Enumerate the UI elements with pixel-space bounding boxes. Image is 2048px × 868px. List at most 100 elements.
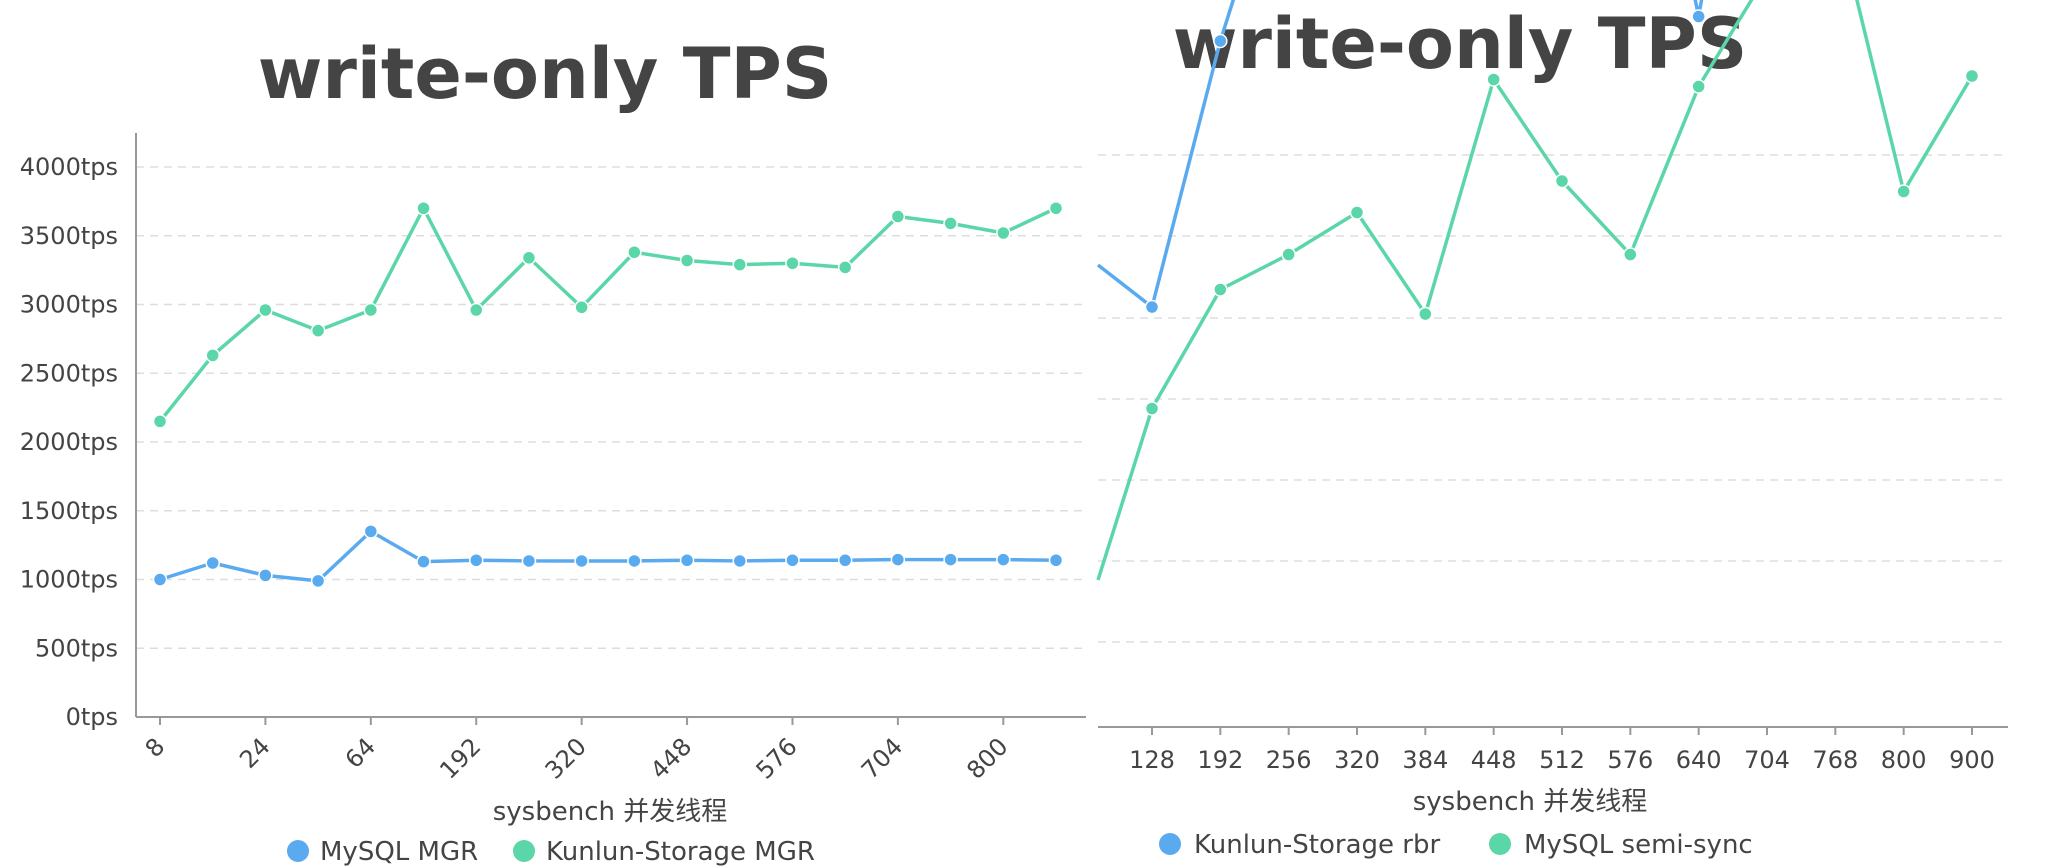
left-series-1-point (943, 216, 958, 231)
left-x-axis-label: sysbench 并发线程 (493, 797, 728, 827)
left-series-0-point (152, 572, 168, 587)
left-series-1-point (521, 250, 537, 265)
right-x-tick-label: 128 (1129, 746, 1175, 774)
right-x-tick-label: 448 (1471, 746, 1517, 774)
left-x-tick-label: 576 (751, 732, 803, 784)
left-series-0-point (732, 553, 748, 569)
left-series-0-point (679, 553, 695, 568)
right-x-axis-label: sysbench 并发线程 (1413, 787, 1648, 817)
right-legend: Kunlun-Storage rbr MySQL semi-sync (1159, 830, 1753, 860)
left-series-0-point (574, 553, 589, 569)
right-chart: write-only TPS 128 192 256 320 384 448 512 576 6… (1096, 0, 2008, 860)
right-x-tick-label: 192 (1197, 746, 1243, 774)
right-x-tick-label: 512 (1539, 746, 1585, 774)
left-series-1-point (890, 209, 906, 224)
left-series-1-point (416, 201, 431, 216)
left-x-tick-label: 24 (234, 732, 275, 773)
left-legend-swatch-0 (287, 840, 309, 862)
right-legend-swatch-1 (1489, 833, 1511, 855)
right-series-1-point (1554, 173, 1570, 189)
right-x-tick-label: 320 (1334, 746, 1380, 774)
left-y-tick-label: 0tps (66, 703, 118, 731)
left-series-1-point (785, 256, 800, 271)
right-series-0-point (1213, 33, 1228, 49)
left-chart-title: write-only TPS (258, 33, 833, 115)
left-series-0-point (363, 524, 379, 539)
right-x-tick-label: 800 (1881, 746, 1927, 774)
left-series-1-point (468, 302, 484, 318)
right-x-tick-label: 256 (1266, 746, 1312, 774)
left-x-axis-ticks: 8 24 64 192 320 448 576 704 800 (140, 717, 1014, 785)
right-legend-label-1: MySQL semi-sync (1524, 830, 1753, 860)
right-series-line-1 (1096, 0, 1974, 581)
left-legend-swatch-1 (513, 840, 535, 862)
right-x-tick-label: 640 (1676, 746, 1722, 774)
left-legend-label-0: MySQL MGR (320, 837, 478, 867)
left-series-0-point (416, 554, 431, 569)
left-series-0-point (205, 555, 220, 571)
right-x-tick-label: 384 (1402, 746, 1448, 774)
right-x-tick-label: 576 (1607, 746, 1653, 774)
left-series-1-point (574, 300, 589, 315)
right-series-1-point (1349, 205, 1365, 220)
left-x-tick-label: 704 (856, 732, 908, 784)
right-x-tick-label: 900 (1949, 746, 1995, 774)
left-series-0-point (310, 573, 326, 589)
left-legend: MySQL MGR Kunlun-Storage MGR (287, 837, 815, 867)
left-series-1-point (732, 257, 748, 272)
left-series-0-point (785, 553, 800, 568)
left-series-line-1 (158, 206, 1057, 423)
right-series-1-point (1418, 306, 1433, 322)
left-series-0-point (890, 552, 906, 567)
left-series-0-point (521, 553, 537, 569)
left-series-0-point (943, 552, 958, 567)
left-x-tick-label: 8 (140, 732, 171, 763)
left-y-tick-label: 3000tps (20, 291, 118, 319)
left-series (152, 201, 1064, 589)
right-legend-label-0: Kunlun-Storage rbr (1194, 830, 1440, 860)
left-y-tick-label: 2500tps (20, 359, 118, 387)
left-x-tick-label: 448 (645, 732, 697, 784)
left-series-1-point (996, 225, 1011, 241)
left-x-tick-label: 800 (961, 732, 1013, 784)
left-series-1-point (205, 348, 220, 363)
left-series-1-point (152, 414, 168, 429)
left-y-tick-label: 3500tps (20, 222, 118, 250)
right-series-1-point (1281, 247, 1296, 262)
left-series-1-point (1048, 201, 1064, 216)
left-y-tick-label: 500tps (35, 634, 118, 662)
left-series-1-point (837, 260, 853, 275)
right-x-tick-label: 704 (1744, 746, 1790, 774)
right-chart-title: write-only TPS (1173, 3, 1748, 85)
right-series-1-point (1691, 79, 1706, 94)
left-series-1-point (679, 253, 695, 268)
left-chart: write-only TPS 0tps 500tps 1000tps 1500tps 2… (20, 33, 1086, 867)
left-y-tick-label: 1000tps (20, 566, 118, 594)
right-series-1-point (1896, 184, 1911, 199)
left-series-0-point (1048, 553, 1064, 568)
left-series-1-point (310, 323, 326, 338)
left-series-1-point (627, 245, 642, 260)
right-series-1-point (1213, 282, 1228, 297)
right-legend-swatch-0 (1159, 833, 1181, 855)
right-series-0-point (1144, 299, 1160, 315)
left-legend-label-1: Kunlun-Storage MGR (546, 837, 815, 867)
left-series-0-point (627, 553, 642, 569)
left-series-0-point (996, 552, 1011, 567)
right-series-1-point (1964, 68, 1980, 84)
left-x-tick-label: 320 (540, 732, 592, 784)
right-series-1-point (1623, 247, 1638, 262)
right-x-tick-label: 768 (1812, 746, 1858, 774)
left-series-line-0 (159, 529, 1057, 583)
left-y-axis-ticks: 0tps 500tps 1000tps 1500tps 2000tps 2500tps 30… (20, 153, 118, 731)
left-y-tick-label: 1500tps (20, 497, 118, 525)
left-series-0-point (468, 553, 484, 568)
left-series-1-point (258, 302, 273, 318)
left-series-0-point (258, 568, 273, 583)
left-y-tick-label: 2000tps (20, 428, 118, 456)
right-gridlines (1098, 154, 2008, 643)
right-series (1096, 0, 1980, 581)
right-series-line-0 (1096, 0, 1704, 309)
left-x-tick-label: 192 (434, 732, 486, 784)
